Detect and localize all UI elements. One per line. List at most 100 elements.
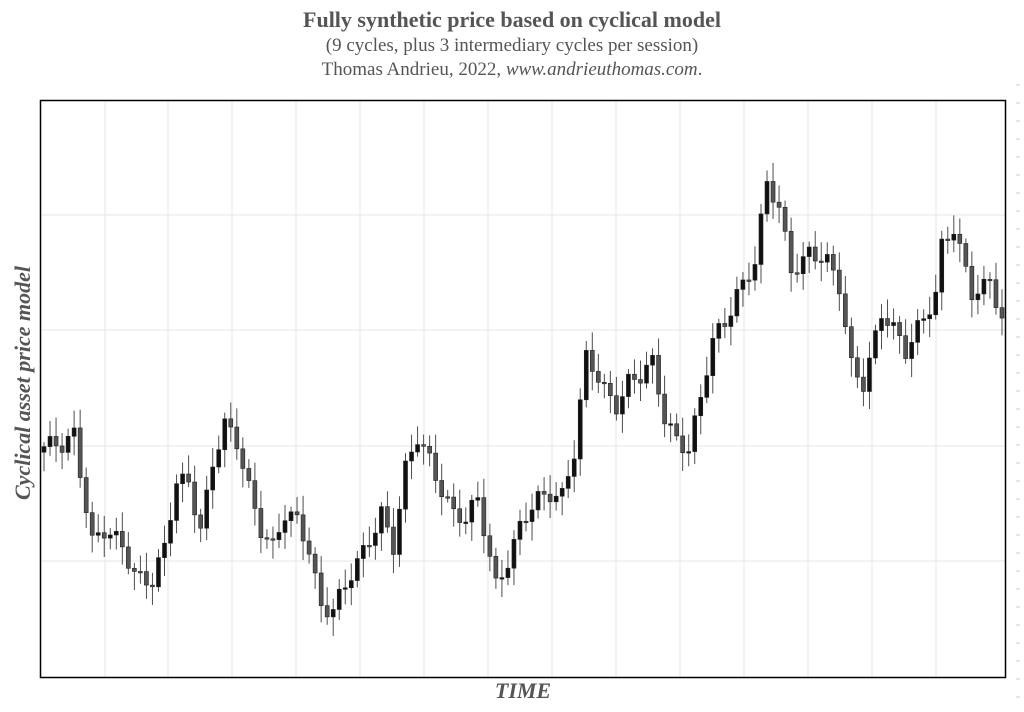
candle-down bbox=[885, 318, 890, 326]
candle-down bbox=[421, 444, 426, 447]
candle-up bbox=[174, 483, 179, 521]
candle-down bbox=[788, 231, 794, 274]
candle-up bbox=[114, 531, 119, 536]
candle-down bbox=[300, 514, 306, 542]
candle-down bbox=[186, 473, 191, 483]
candle-up bbox=[650, 355, 655, 366]
candle-down bbox=[614, 395, 619, 415]
candle-down bbox=[969, 266, 975, 301]
candle-up bbox=[529, 509, 535, 522]
candle-up bbox=[65, 436, 71, 453]
candle-down bbox=[433, 452, 438, 481]
candle-down bbox=[855, 357, 860, 378]
candle-up bbox=[361, 545, 366, 559]
candle-up bbox=[740, 279, 746, 290]
chart-credit: Thomas Andrieu, 2022, www.andrieuthomas.… bbox=[0, 58, 1024, 82]
candle-down bbox=[89, 512, 95, 536]
candle-up bbox=[879, 318, 884, 331]
candle-up bbox=[535, 491, 541, 511]
candle-up bbox=[927, 314, 932, 320]
candle-down bbox=[306, 540, 312, 555]
candle-up bbox=[873, 330, 878, 359]
credit-suffix: . bbox=[697, 59, 703, 80]
candle-up bbox=[626, 373, 631, 397]
y-axis-label: Cyclical asset price model bbox=[10, 266, 35, 500]
candle-down bbox=[776, 201, 782, 208]
candle-up bbox=[909, 342, 914, 359]
candle-down bbox=[945, 238, 951, 241]
candle-down bbox=[234, 426, 240, 450]
candle-up bbox=[210, 466, 216, 491]
candle-up bbox=[668, 423, 673, 426]
candle-down bbox=[439, 480, 444, 498]
candle-up bbox=[704, 375, 710, 398]
candle-down bbox=[391, 526, 396, 555]
candle-up bbox=[517, 520, 523, 540]
candle-down bbox=[830, 254, 836, 271]
candle-down bbox=[746, 279, 752, 282]
candle-down bbox=[294, 511, 300, 516]
candle-up bbox=[939, 238, 945, 293]
candle-down bbox=[228, 418, 234, 428]
candle-up bbox=[336, 588, 342, 610]
candle-down bbox=[843, 293, 848, 328]
candle-up bbox=[806, 246, 812, 257]
candle-down bbox=[837, 269, 842, 295]
candle-down bbox=[493, 556, 499, 579]
candle-up bbox=[692, 415, 698, 452]
plot-frame bbox=[39, 99, 1007, 679]
candle-up bbox=[800, 256, 806, 274]
credit-author: Thomas Andrieu, 2022, bbox=[321, 59, 506, 80]
candle-up bbox=[710, 338, 716, 376]
candle-down bbox=[487, 535, 493, 557]
candle-up bbox=[204, 489, 209, 529]
candle-up bbox=[577, 399, 583, 460]
candle-down bbox=[83, 477, 89, 513]
candle-up bbox=[409, 451, 414, 462]
candles bbox=[41, 162, 1005, 636]
candle-down bbox=[481, 497, 487, 537]
candle-up bbox=[379, 506, 384, 534]
candle-down bbox=[818, 260, 824, 263]
candle-up bbox=[180, 473, 185, 485]
candle-up bbox=[975, 293, 981, 301]
candle-down bbox=[367, 545, 372, 548]
candle-up bbox=[644, 364, 649, 384]
credit-url: www.andrieuthomas.com bbox=[505, 59, 698, 80]
candle-up bbox=[355, 558, 360, 581]
candle-up bbox=[752, 264, 758, 281]
candle-up bbox=[47, 436, 53, 447]
candle-down bbox=[445, 496, 450, 499]
candle-up bbox=[620, 396, 625, 415]
candle-down bbox=[198, 514, 203, 529]
candle-down bbox=[722, 323, 728, 327]
candle-down bbox=[53, 436, 59, 447]
candle-up bbox=[216, 449, 222, 468]
candle-down bbox=[77, 427, 83, 478]
candle-up bbox=[824, 254, 830, 263]
candle-down bbox=[457, 508, 463, 523]
candle-down bbox=[101, 532, 107, 539]
candle-up bbox=[168, 520, 173, 544]
candle-down bbox=[427, 446, 432, 454]
candle-down bbox=[132, 567, 137, 572]
candle-down bbox=[656, 355, 661, 395]
candle-down bbox=[126, 546, 131, 569]
candle-up bbox=[475, 497, 481, 501]
candle-up bbox=[698, 397, 704, 417]
candle-up bbox=[107, 534, 113, 539]
grid-lines bbox=[41, 101, 1005, 677]
candle-up bbox=[686, 451, 691, 454]
candle-up bbox=[415, 444, 420, 453]
candle-down bbox=[632, 373, 637, 380]
candle-up bbox=[921, 318, 926, 321]
candle-down bbox=[451, 496, 457, 510]
candle-down bbox=[246, 468, 252, 481]
candle-up bbox=[915, 320, 920, 343]
candle-down bbox=[957, 233, 963, 244]
candle-down bbox=[192, 481, 197, 516]
candle-down bbox=[794, 272, 800, 275]
candle-up bbox=[373, 532, 378, 546]
candle-up bbox=[728, 315, 734, 327]
